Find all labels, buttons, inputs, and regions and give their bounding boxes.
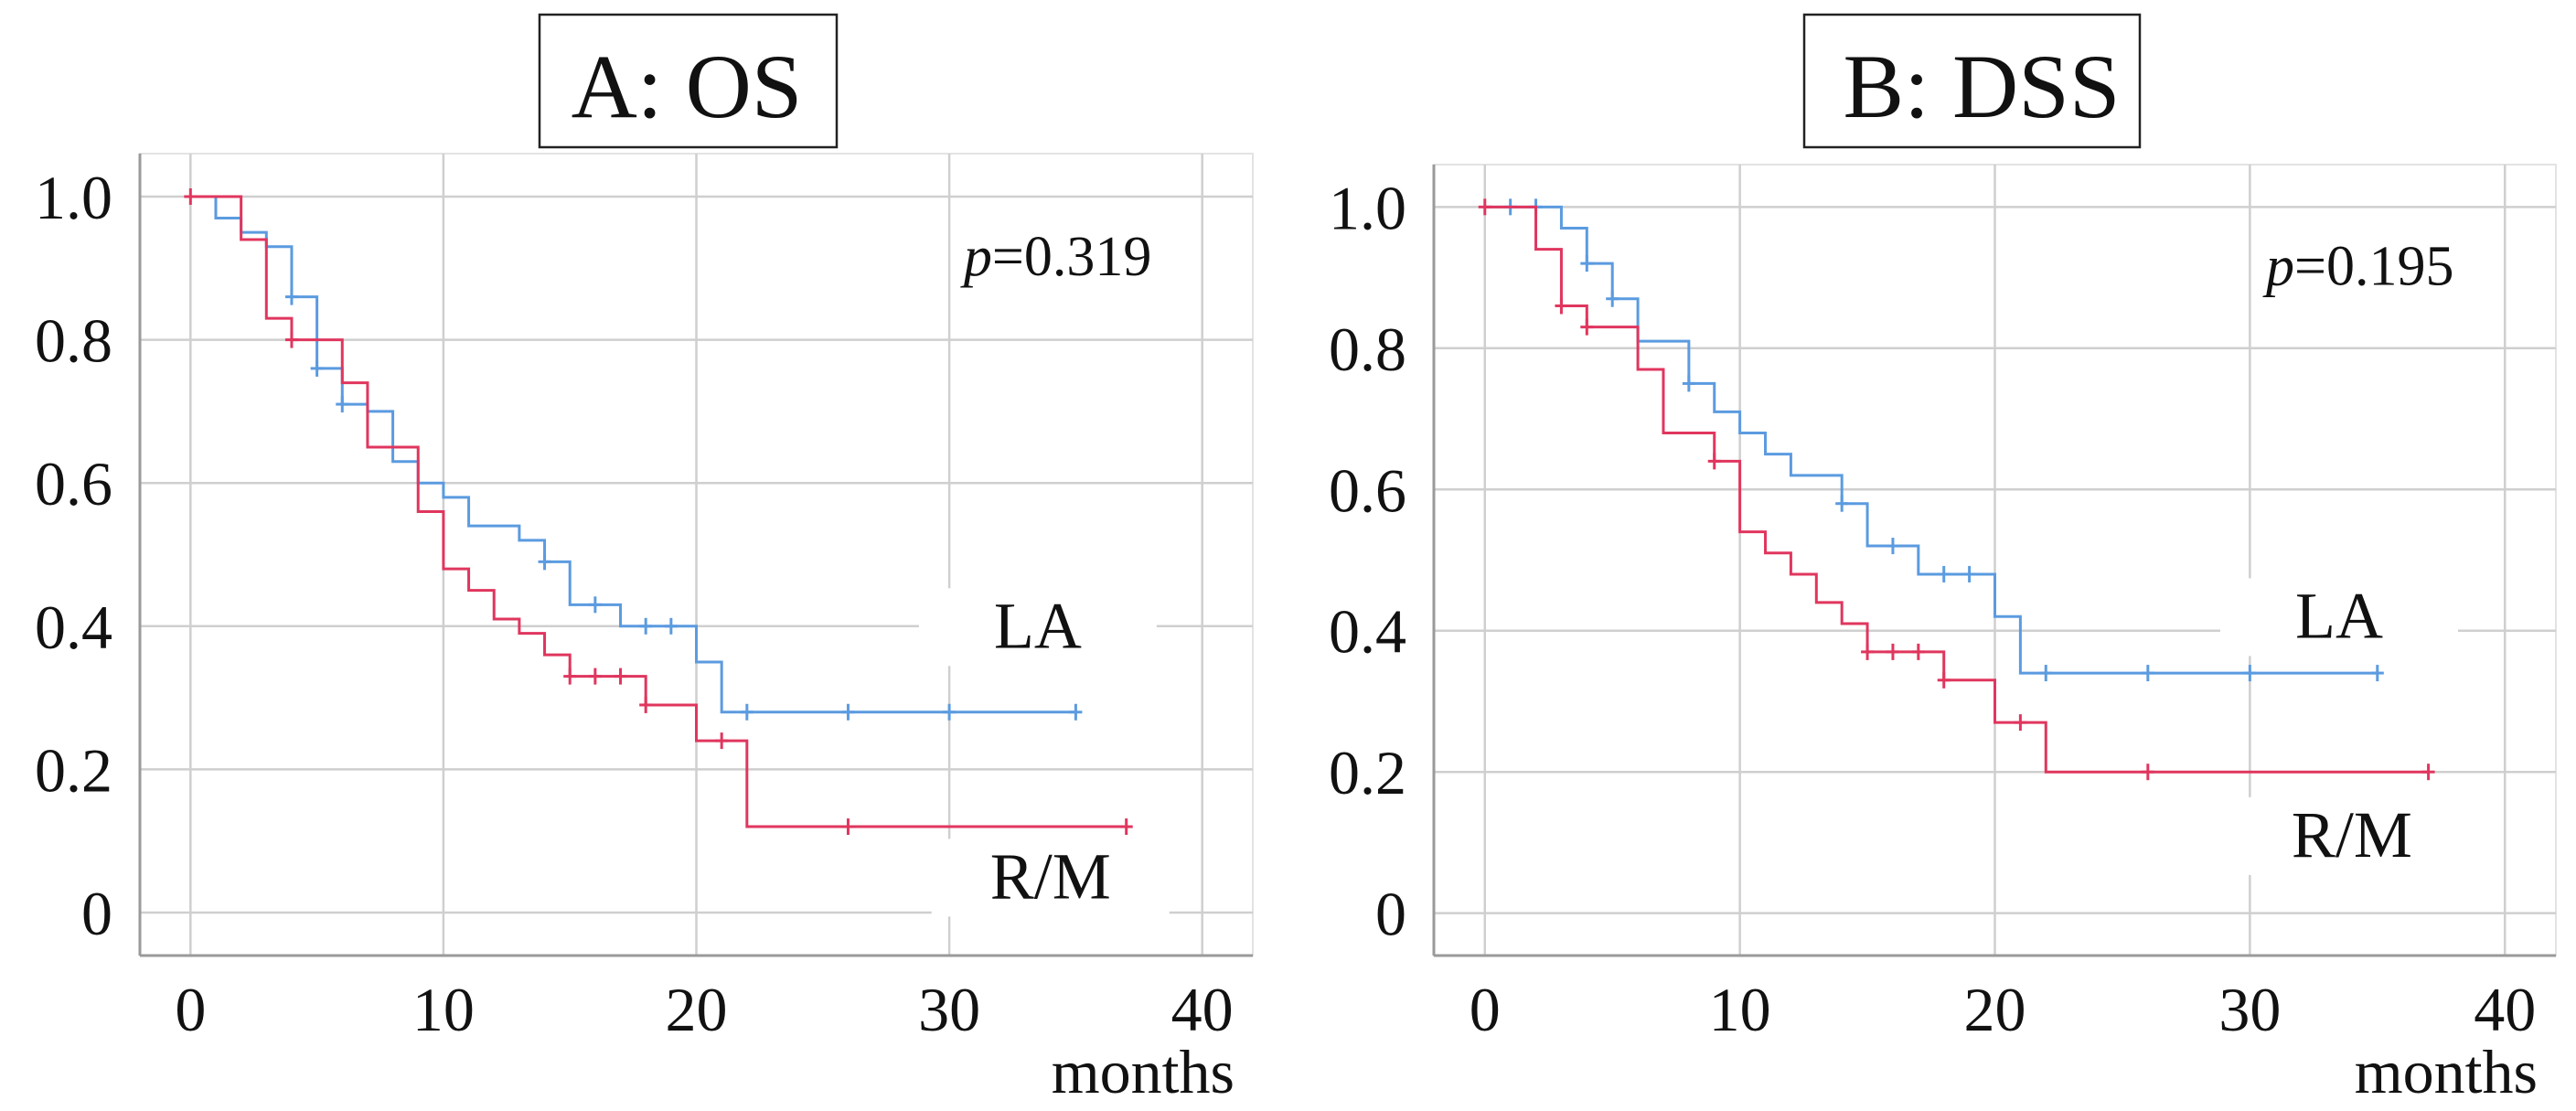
series-label-rm: R/M <box>2292 798 2412 871</box>
x-axis-label: months <box>1052 1037 1235 1106</box>
series-label-la: LA <box>2295 579 2383 652</box>
p-value-text: =0.319 <box>992 226 1151 288</box>
x-tick-label: 20 <box>666 975 728 1044</box>
p-value-text: =0.195 <box>2294 235 2453 297</box>
y-tick-label: 0.6 <box>1329 455 1406 525</box>
x-tick-label: 30 <box>918 975 980 1044</box>
series-label-bg <box>2219 578 2458 657</box>
y-tick-label: 0.8 <box>35 306 112 376</box>
y-tick-label: 0.8 <box>1329 315 1406 384</box>
y-tick-label: 0.2 <box>35 735 112 805</box>
chart-title: A: OS <box>572 36 803 137</box>
x-tick-label: 0 <box>1470 975 1501 1044</box>
chart-title: B: DSS <box>1844 36 2121 137</box>
y-tick-label: 0.4 <box>1329 597 1406 667</box>
y-tick-label: 0.4 <box>35 593 112 662</box>
x-axis-label: months <box>2355 1037 2538 1106</box>
series-label-bg <box>918 588 1157 667</box>
title-box <box>538 13 839 149</box>
x-tick-label: 30 <box>2218 975 2281 1044</box>
p-value-symbol: p <box>2262 235 2294 297</box>
series-label-la: LA <box>994 589 1082 662</box>
x-tick-label: 40 <box>2474 975 2536 1044</box>
survival-curve-rm <box>190 195 1127 828</box>
title-box <box>1802 13 2142 149</box>
y-tick-label: 1.0 <box>1329 173 1406 242</box>
y-tick-label: 0 <box>1375 880 1406 949</box>
x-tick-label: 10 <box>1709 975 1771 1044</box>
p-value-symbol: p <box>960 226 992 288</box>
x-tick-label: 20 <box>1964 975 2026 1044</box>
y-tick-label: 0 <box>81 879 112 948</box>
series-label-rm: R/M <box>990 839 1111 913</box>
p-value-annotation: p=0.319 <box>960 226 1151 288</box>
survival-curve-la <box>1484 205 2378 675</box>
y-tick-label: 1.0 <box>35 163 112 232</box>
y-tick-label: 0.2 <box>1329 738 1406 807</box>
p-value-annotation: p=0.195 <box>2262 235 2453 297</box>
x-tick-label: 40 <box>1171 975 1234 1044</box>
series-label-bg <box>931 839 1170 917</box>
x-tick-label: 0 <box>175 975 206 1044</box>
x-tick-label: 10 <box>412 975 475 1044</box>
series-label-bg <box>2232 796 2471 875</box>
y-tick-label: 0.6 <box>35 449 112 518</box>
